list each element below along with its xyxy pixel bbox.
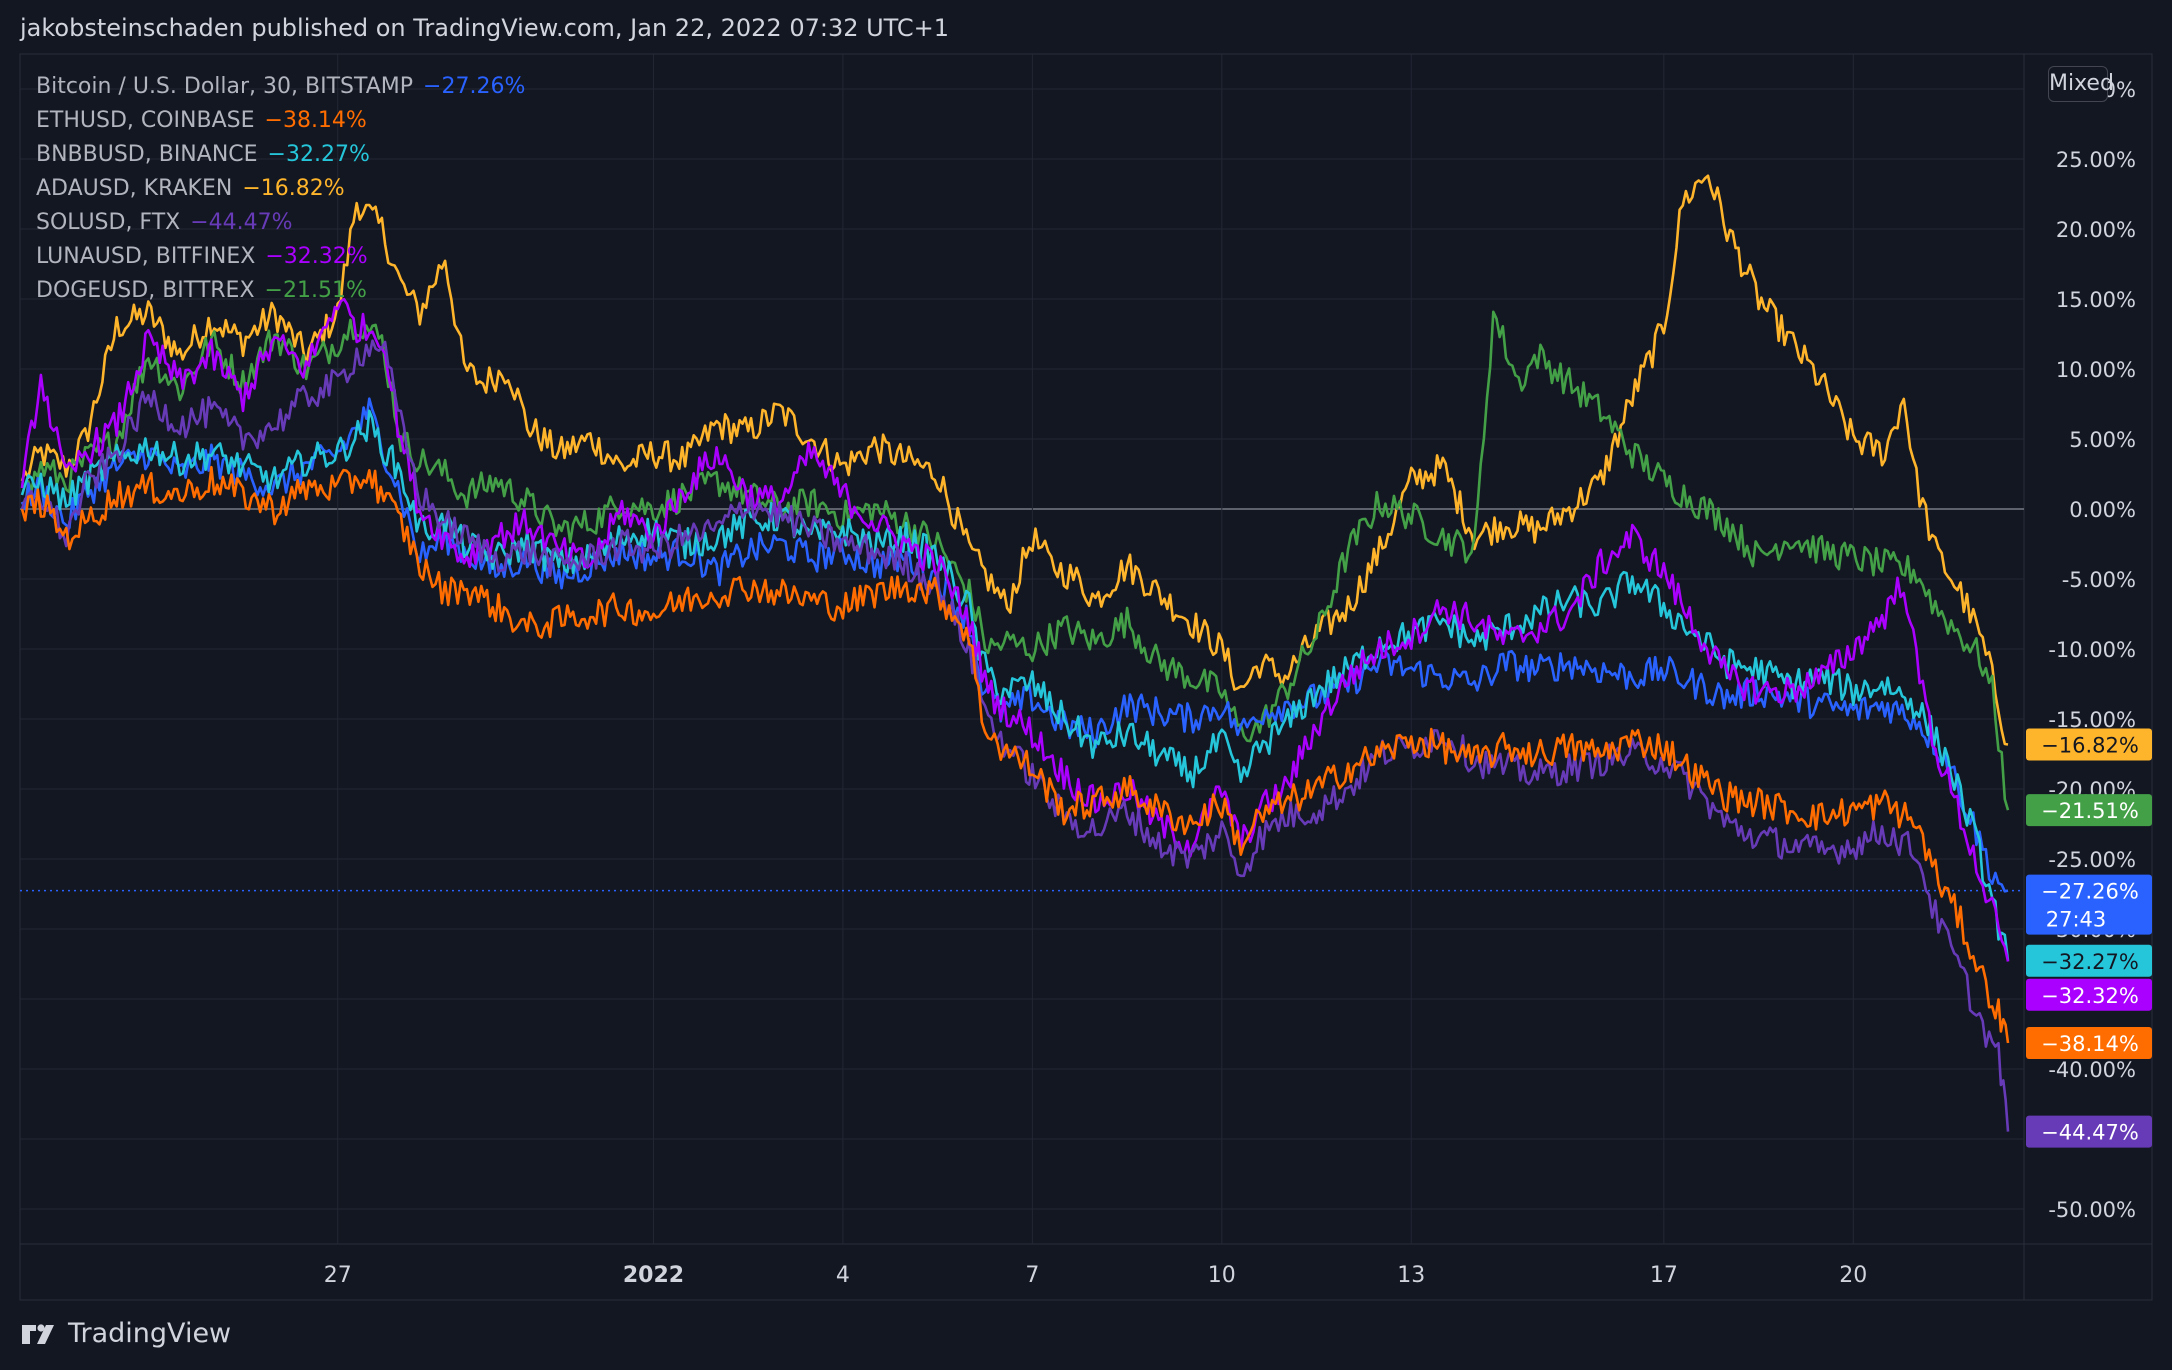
price-badge-label: −32.27% [2041, 950, 2139, 974]
y-tick-label: 0.00% [2069, 498, 2136, 522]
logo-text: TradingView [68, 1318, 232, 1349]
legend-series-name: ADAUSD, KRAKEN [36, 176, 233, 201]
legend-series-value: −44.47% [190, 210, 293, 235]
price-badge-label: −21.51% [2041, 799, 2139, 823]
series-line [20, 310, 2010, 811]
series-layer [20, 174, 2010, 1132]
price-badge-label: −16.82% [2041, 733, 2139, 757]
x-tick-label: 13 [1397, 1263, 1425, 1288]
price-badge [2026, 1115, 2152, 1148]
price-badge [2026, 978, 2152, 1011]
legend-item[interactable]: ADAUSD, KRAKEN −16.82% [36, 172, 525, 206]
price-badge-label: −44.47% [2041, 1121, 2139, 1145]
y-tick-label: -40.00% [2048, 1058, 2136, 1082]
legend-series-value: −27.26% [423, 74, 526, 99]
x-tick-label: 20 [1839, 1263, 1867, 1288]
series-legend: Bitcoin / U.S. Dollar, 30, BITSTAMP −27.2… [36, 70, 525, 308]
y-tick-label: 25.00% [2056, 148, 2136, 172]
legend-item[interactable]: BNBBUSD, BINANCE −32.27% [36, 138, 525, 172]
price-badge [2026, 728, 2152, 761]
legend-item[interactable]: SOLUSD, FTX −44.47% [36, 206, 525, 240]
tradingview-logo-icon [22, 1323, 54, 1344]
y-tick-label: -5.00% [2062, 568, 2136, 592]
legend-series-value: −32.27% [267, 142, 370, 167]
price-badge-countdown: 27:43 [2046, 908, 2107, 932]
legend-series-name: BNBBUSD, BINANCE [36, 142, 258, 167]
x-tick-label: 17 [1650, 1263, 1678, 1288]
y-tick-label: -25.00% [2048, 848, 2136, 872]
legend-series-name: ETHUSD, COINBASE [36, 108, 255, 133]
legend-series-value: −38.14% [264, 108, 367, 133]
x-tick-label: 27 [324, 1263, 352, 1288]
y-tick-label: 10.00% [2056, 358, 2136, 382]
series-line [20, 297, 2010, 962]
legend-series-value: −21.51% [264, 278, 367, 303]
legend-series-name: Bitcoin / U.S. Dollar, 30, BITSTAMP [36, 74, 414, 99]
x-tick-label: 2022 [623, 1263, 684, 1288]
y-tick-label: 20.00% [2056, 218, 2136, 242]
y-tick-label: -15.00% [2048, 708, 2136, 732]
price-badge-label: −32.32% [2041, 984, 2139, 1008]
x-tick-label: 4 [836, 1263, 850, 1288]
legend-series-value: −16.82% [242, 176, 345, 201]
y-tick-label: 5.00% [2069, 428, 2136, 452]
scale-mode-button[interactable]: Mixed [2048, 66, 2114, 102]
series-line [20, 409, 2010, 961]
legend-series-value: −32.32% [265, 244, 368, 269]
series-line [20, 397, 2009, 893]
series-line [20, 174, 2009, 746]
grid-lines [19, 53, 2153, 1301]
price-badge [2026, 944, 2152, 977]
legend-item[interactable]: ETHUSD, COINBASE −38.14% [36, 104, 525, 138]
tradingview-logo[interactable]: TradingView [20, 1318, 231, 1349]
series-line [20, 339, 2010, 1132]
legend-series-name: SOLUSD, FTX [36, 210, 181, 235]
chart-frame [19, 53, 2153, 1301]
price-badge-label: −38.14% [2041, 1032, 2139, 1056]
legend-item[interactable]: LUNAUSD, BITFINEX −32.32% [36, 240, 525, 274]
price-badge [2026, 794, 2152, 827]
y-tick-label: 15.00% [2056, 288, 2136, 312]
x-tick-label: 10 [1208, 1263, 1236, 1288]
price-badge [2026, 1026, 2152, 1059]
price-badge-label: −27.26% [2041, 880, 2139, 904]
y-tick-label: -10.00% [2048, 638, 2136, 662]
legend-item[interactable]: DOGEUSD, BITTREX −21.51% [36, 274, 525, 308]
legend-item[interactable]: Bitcoin / U.S. Dollar, 30, BITSTAMP −27.2… [36, 70, 525, 104]
price-badge [2026, 874, 2152, 935]
price-badges: −16.82% −21.51% −27.26% 27:43 −32.27% −32.32%… [2026, 728, 2152, 1148]
legend-series-name: DOGEUSD, BITTREX [36, 278, 255, 303]
y-tick-label: -50.00% [2048, 1198, 2136, 1222]
publish-attribution: jakobsteinschaden published on TradingVi… [20, 14, 950, 42]
series-line [20, 465, 2010, 1044]
legend-series-name: LUNAUSD, BITFINEX [36, 244, 256, 269]
x-tick-label: 7 [1025, 1263, 1039, 1288]
